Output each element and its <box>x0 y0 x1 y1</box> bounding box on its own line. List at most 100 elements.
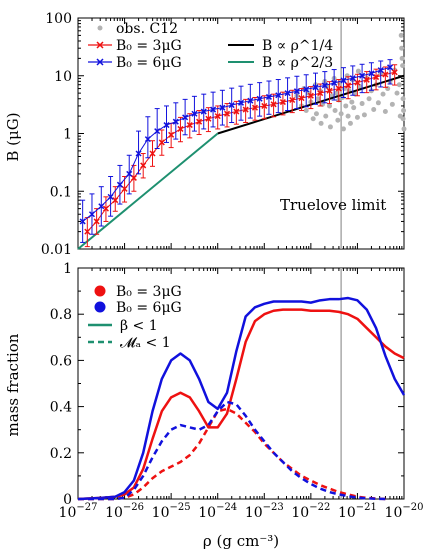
x-tick-label: 10−25 <box>152 502 191 521</box>
y-tick-label: 0.01 <box>41 242 72 258</box>
obs-point <box>310 116 316 122</box>
data-point <box>210 106 217 113</box>
data-point <box>79 218 86 225</box>
obs-point <box>315 96 321 102</box>
bottom-ticks: 1 0 −27 10−26 10−25 10−24 10−23 10−22 10−21 10−20… <box>50 261 424 521</box>
obs-point <box>355 68 361 74</box>
legend-label: B₀ = 3μG <box>116 38 182 54</box>
data-point <box>382 71 389 78</box>
top-panel: 0.01 0.1 1 10 100 Truelove limit B (μG) obs.… <box>4 11 407 258</box>
data-point <box>349 75 356 82</box>
data-point <box>289 96 296 104</box>
data-point <box>284 90 291 97</box>
data-point <box>251 104 259 111</box>
data-point <box>158 139 165 146</box>
legend-label: B₀ = 3μG <box>116 284 182 300</box>
obs-point <box>375 100 381 106</box>
legend-label: obs. C12 <box>116 21 178 37</box>
legend-label: B ∝ ρ^1/4 <box>262 38 333 54</box>
data-point <box>205 115 212 122</box>
obs-point <box>347 120 353 126</box>
obs-point <box>399 55 405 61</box>
y-tick-label: 1 <box>63 261 72 277</box>
data-point <box>182 114 189 121</box>
mass-fraction-line <box>77 296 406 501</box>
data-point <box>112 197 119 204</box>
obs-point <box>333 90 339 96</box>
y-tick-label: 0.4 <box>50 400 72 416</box>
legend-marker <box>96 41 104 49</box>
data-point <box>88 211 96 218</box>
data-point <box>354 79 361 86</box>
x-tick-exponent: −20 <box>402 502 423 513</box>
legend-label: β < 1 <box>120 318 158 334</box>
top-series <box>79 59 398 248</box>
data-point <box>237 99 245 106</box>
legend-marker <box>96 58 104 66</box>
series-b6 <box>79 59 394 243</box>
obs-point <box>389 101 395 107</box>
obs-point <box>398 32 404 38</box>
data-point <box>345 82 352 89</box>
legend-label: B₀ = 6μG <box>116 300 182 316</box>
y-tick-label: 10 <box>54 69 72 85</box>
data-point <box>144 136 151 143</box>
obs-point <box>303 108 309 114</box>
data-point <box>98 203 105 210</box>
data-point <box>275 92 282 99</box>
obs-point <box>323 113 329 119</box>
data-point <box>233 108 240 115</box>
obs-point <box>401 126 407 132</box>
obs-point <box>394 90 400 96</box>
mass-fraction-line <box>78 407 386 501</box>
data-point <box>298 95 305 102</box>
data-point <box>196 118 203 125</box>
bottom-y-axis-label: mass fraction <box>4 333 22 436</box>
legend-label: B₀ = 6μG <box>116 55 182 71</box>
data-point <box>247 97 254 104</box>
legend-marker <box>94 301 106 313</box>
data-point <box>391 69 398 76</box>
data-point <box>191 110 198 117</box>
top-annotation: Truelove limit <box>280 196 386 214</box>
obs-point <box>313 111 319 117</box>
data-point <box>363 76 370 83</box>
x-tick-label: 10−26 <box>105 502 144 521</box>
data-point <box>177 125 184 132</box>
data-point <box>135 150 142 157</box>
data-point <box>377 67 384 74</box>
obs-point <box>340 126 346 132</box>
data-point <box>172 118 179 125</box>
obs-point <box>396 82 402 88</box>
data-point <box>219 104 226 111</box>
data-point <box>326 87 333 94</box>
mass-fraction-line <box>78 400 386 501</box>
bottom-panel: 1 0 −27 10−26 10−25 10−24 10−23 10−22 10−21 10−20… <box>4 261 423 550</box>
bottom-series <box>77 296 406 501</box>
data-point <box>265 93 272 100</box>
y-tick-label: 0.6 <box>50 353 72 369</box>
y-tick-label: 100 <box>45 11 72 27</box>
mass-fraction-line <box>77 308 405 501</box>
data-point <box>168 131 175 138</box>
data-point <box>312 84 319 91</box>
obs-point <box>354 114 360 120</box>
obs-point <box>401 108 407 114</box>
x-tick-exponent: −22 <box>309 502 330 513</box>
data-point <box>154 128 161 135</box>
y-tick-label: 0.2 <box>50 446 72 462</box>
legend-label: B ∝ ρ^2/3 <box>262 55 333 71</box>
data-point <box>116 181 123 188</box>
data-point <box>359 72 366 79</box>
data-point <box>223 110 231 117</box>
data-point <box>256 95 263 102</box>
x-tick-label: 10−21 <box>338 502 377 521</box>
data-point <box>214 113 221 120</box>
data-point <box>303 86 310 93</box>
obs-point <box>332 108 338 114</box>
data-point <box>130 174 137 181</box>
data-point <box>149 150 156 157</box>
data-point <box>368 70 375 77</box>
